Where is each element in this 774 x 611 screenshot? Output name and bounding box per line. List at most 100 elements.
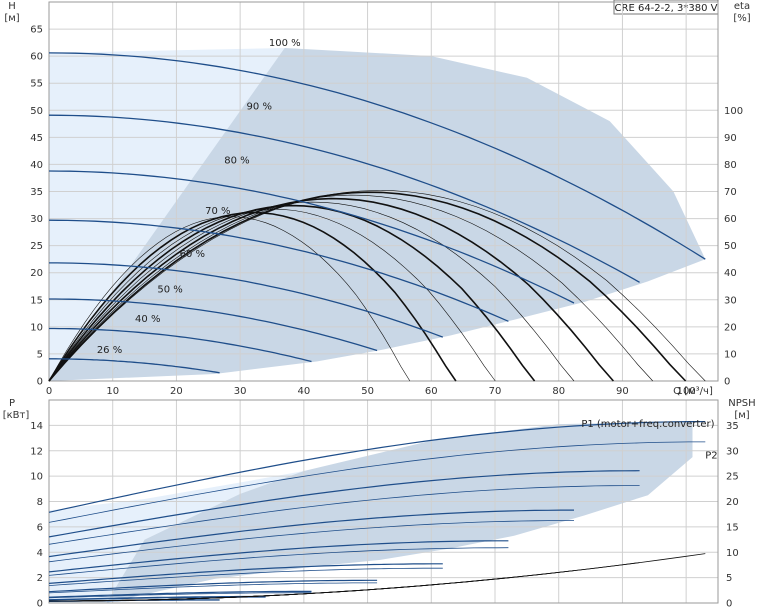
- p2-curve: [48, 592, 312, 599]
- power-y2-label: NPSH: [728, 398, 755, 409]
- head-y2-tick-label: 50: [724, 241, 737, 252]
- head-x-tick-label: 90: [616, 386, 629, 397]
- power-y-unit: [кВт]: [3, 410, 30, 421]
- p2-curve: [48, 520, 574, 563]
- head-y-tick-label: 15: [30, 295, 43, 306]
- speed-curve: [49, 327, 312, 363]
- head-y-label: H: [8, 1, 16, 12]
- npsh-curve: [49, 597, 220, 602]
- head-y2-unit: [%]: [733, 13, 750, 24]
- power-y2-unit: [м]: [734, 410, 749, 421]
- power-y2-tick-label: 10: [726, 548, 739, 559]
- speed-curve: [48, 219, 509, 322]
- p2-curve: [48, 485, 640, 545]
- power-y2-tick-label: 0: [726, 599, 732, 610]
- p1-curve: [48, 540, 509, 573]
- head-y-tick-label: 40: [30, 160, 43, 171]
- head-x-tick-label: 50: [361, 386, 374, 397]
- p2-curve: [48, 582, 378, 594]
- power-y-tick-label: 10: [30, 472, 43, 483]
- power-y2-tick-label: 20: [726, 497, 739, 508]
- speed-curve-label: 90 %: [247, 101, 272, 112]
- head-y-tick-label: 55: [30, 79, 43, 90]
- speed-curve: [48, 114, 640, 283]
- p1-curve: [48, 470, 640, 538]
- head-y-tick-label: 20: [30, 268, 43, 279]
- speed-curves: 100 % 90 % 80 % 70 % 60 % 50 % 40 % 26 %: [48, 38, 706, 374]
- power-y-tick-label: 4: [37, 548, 43, 559]
- speed-curve: [49, 262, 444, 338]
- power-y-tick-label: 8: [37, 497, 43, 508]
- head-y2-tick-label: 30: [724, 295, 737, 306]
- power-y-tick-label: 14: [30, 421, 43, 432]
- speed-curve-label: 60 %: [180, 249, 205, 260]
- head-y2-tick-label: 20: [724, 322, 737, 333]
- p2-curve: [48, 441, 706, 523]
- efficiency-curves: [48, 190, 706, 382]
- power-curves: [48, 421, 706, 602]
- head-y-unit: [м]: [4, 13, 19, 24]
- p1-curve: [48, 509, 574, 558]
- power-series-label: P1 (motor+freq.converter): [581, 419, 714, 430]
- head-x-tick-label: 60: [425, 386, 438, 397]
- head-x-tick-label: 80: [552, 386, 565, 397]
- head-x-tick-label: 0: [46, 386, 52, 397]
- head-y-tick-label: 5: [37, 349, 43, 360]
- speed-curve-label: 50 %: [157, 284, 182, 295]
- head-y2-tick-label: 100: [724, 106, 743, 117]
- efficiency-curve: [48, 194, 654, 382]
- head-y2-tick-label: 90: [724, 133, 737, 144]
- speed-curve-label: 40 %: [135, 314, 160, 325]
- speed-curve: [48, 170, 575, 304]
- head-y-tick-label: 45: [30, 133, 43, 144]
- head-y2-tick-label: 70: [724, 187, 737, 198]
- power-y-label: P: [9, 398, 15, 409]
- head-x-tick-label: 20: [170, 386, 183, 397]
- power-series-label: P2: [705, 451, 717, 462]
- head-y-tick-label: 10: [30, 322, 43, 333]
- head-x-tick-label: 30: [234, 386, 247, 397]
- head-x-tick-label: 100: [677, 386, 696, 397]
- p1-curve: [48, 421, 706, 513]
- power-y-tick-label: 2: [37, 573, 43, 584]
- head-y-tick-label: 25: [30, 241, 43, 252]
- head-x-label: Q [м³/ч]: [673, 386, 713, 397]
- head-y2-label: eta: [734, 1, 750, 12]
- p1-curve: [48, 579, 378, 593]
- efficiency-curve: [48, 216, 411, 382]
- p1-curve: [48, 563, 443, 584]
- power-frame: [48, 399, 719, 604]
- head-y2-tick-label: 0: [724, 377, 730, 388]
- power-y2-tick-label: 5: [726, 573, 732, 584]
- head-x-tick-label: 70: [489, 386, 502, 397]
- power-y-tick-label: 0: [37, 599, 43, 610]
- speed-curve: [48, 52, 706, 260]
- power-y-tick-label: 12: [30, 446, 43, 457]
- efficiency-curve: [48, 191, 687, 382]
- head-y2-tick-label: 10: [724, 349, 737, 360]
- speed-curve: [49, 358, 220, 374]
- head-y2-tick-label: 40: [724, 268, 737, 279]
- head-y-tick-label: 65: [30, 25, 43, 36]
- power-y2-tick-label: 15: [726, 522, 739, 533]
- efficiency-curve: [48, 190, 706, 382]
- power-y2-tick-label: 30: [726, 446, 739, 457]
- speed-curve: [49, 298, 378, 352]
- power-y-tick-label: 6: [37, 522, 43, 533]
- power-panel: 0 2 4 6 8 10 12 14 0 5 10 15 20 25 30 35 P[кВт] NPSH[м] P1…: [3, 398, 756, 610]
- speed-curve-label: 70 %: [205, 206, 230, 217]
- p2-curve: [48, 547, 509, 576]
- speed-curve-label: 26 %: [97, 345, 122, 356]
- head-panel: 0 10 20 30 40 50 60 70 80 90 100051015202530354045…: [4, 1, 750, 397]
- npsh-curves: [48, 553, 706, 602]
- head-y2-tick-label: 80: [724, 160, 737, 171]
- head-frame: [48, 1, 719, 382]
- head-x-tick-label: 40: [297, 386, 310, 397]
- head-y-tick-label: 0: [37, 377, 43, 388]
- power-y2-tick-label: 25: [726, 472, 739, 483]
- head-y-tick-label: 60: [30, 52, 43, 63]
- head-x-tick-label: 10: [106, 386, 119, 397]
- efficiency-curve: [48, 204, 536, 382]
